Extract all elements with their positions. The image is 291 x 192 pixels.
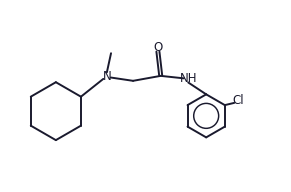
Text: Cl: Cl bbox=[232, 94, 244, 108]
Text: NH: NH bbox=[180, 72, 197, 85]
Text: N: N bbox=[102, 70, 111, 83]
Text: O: O bbox=[153, 41, 163, 54]
